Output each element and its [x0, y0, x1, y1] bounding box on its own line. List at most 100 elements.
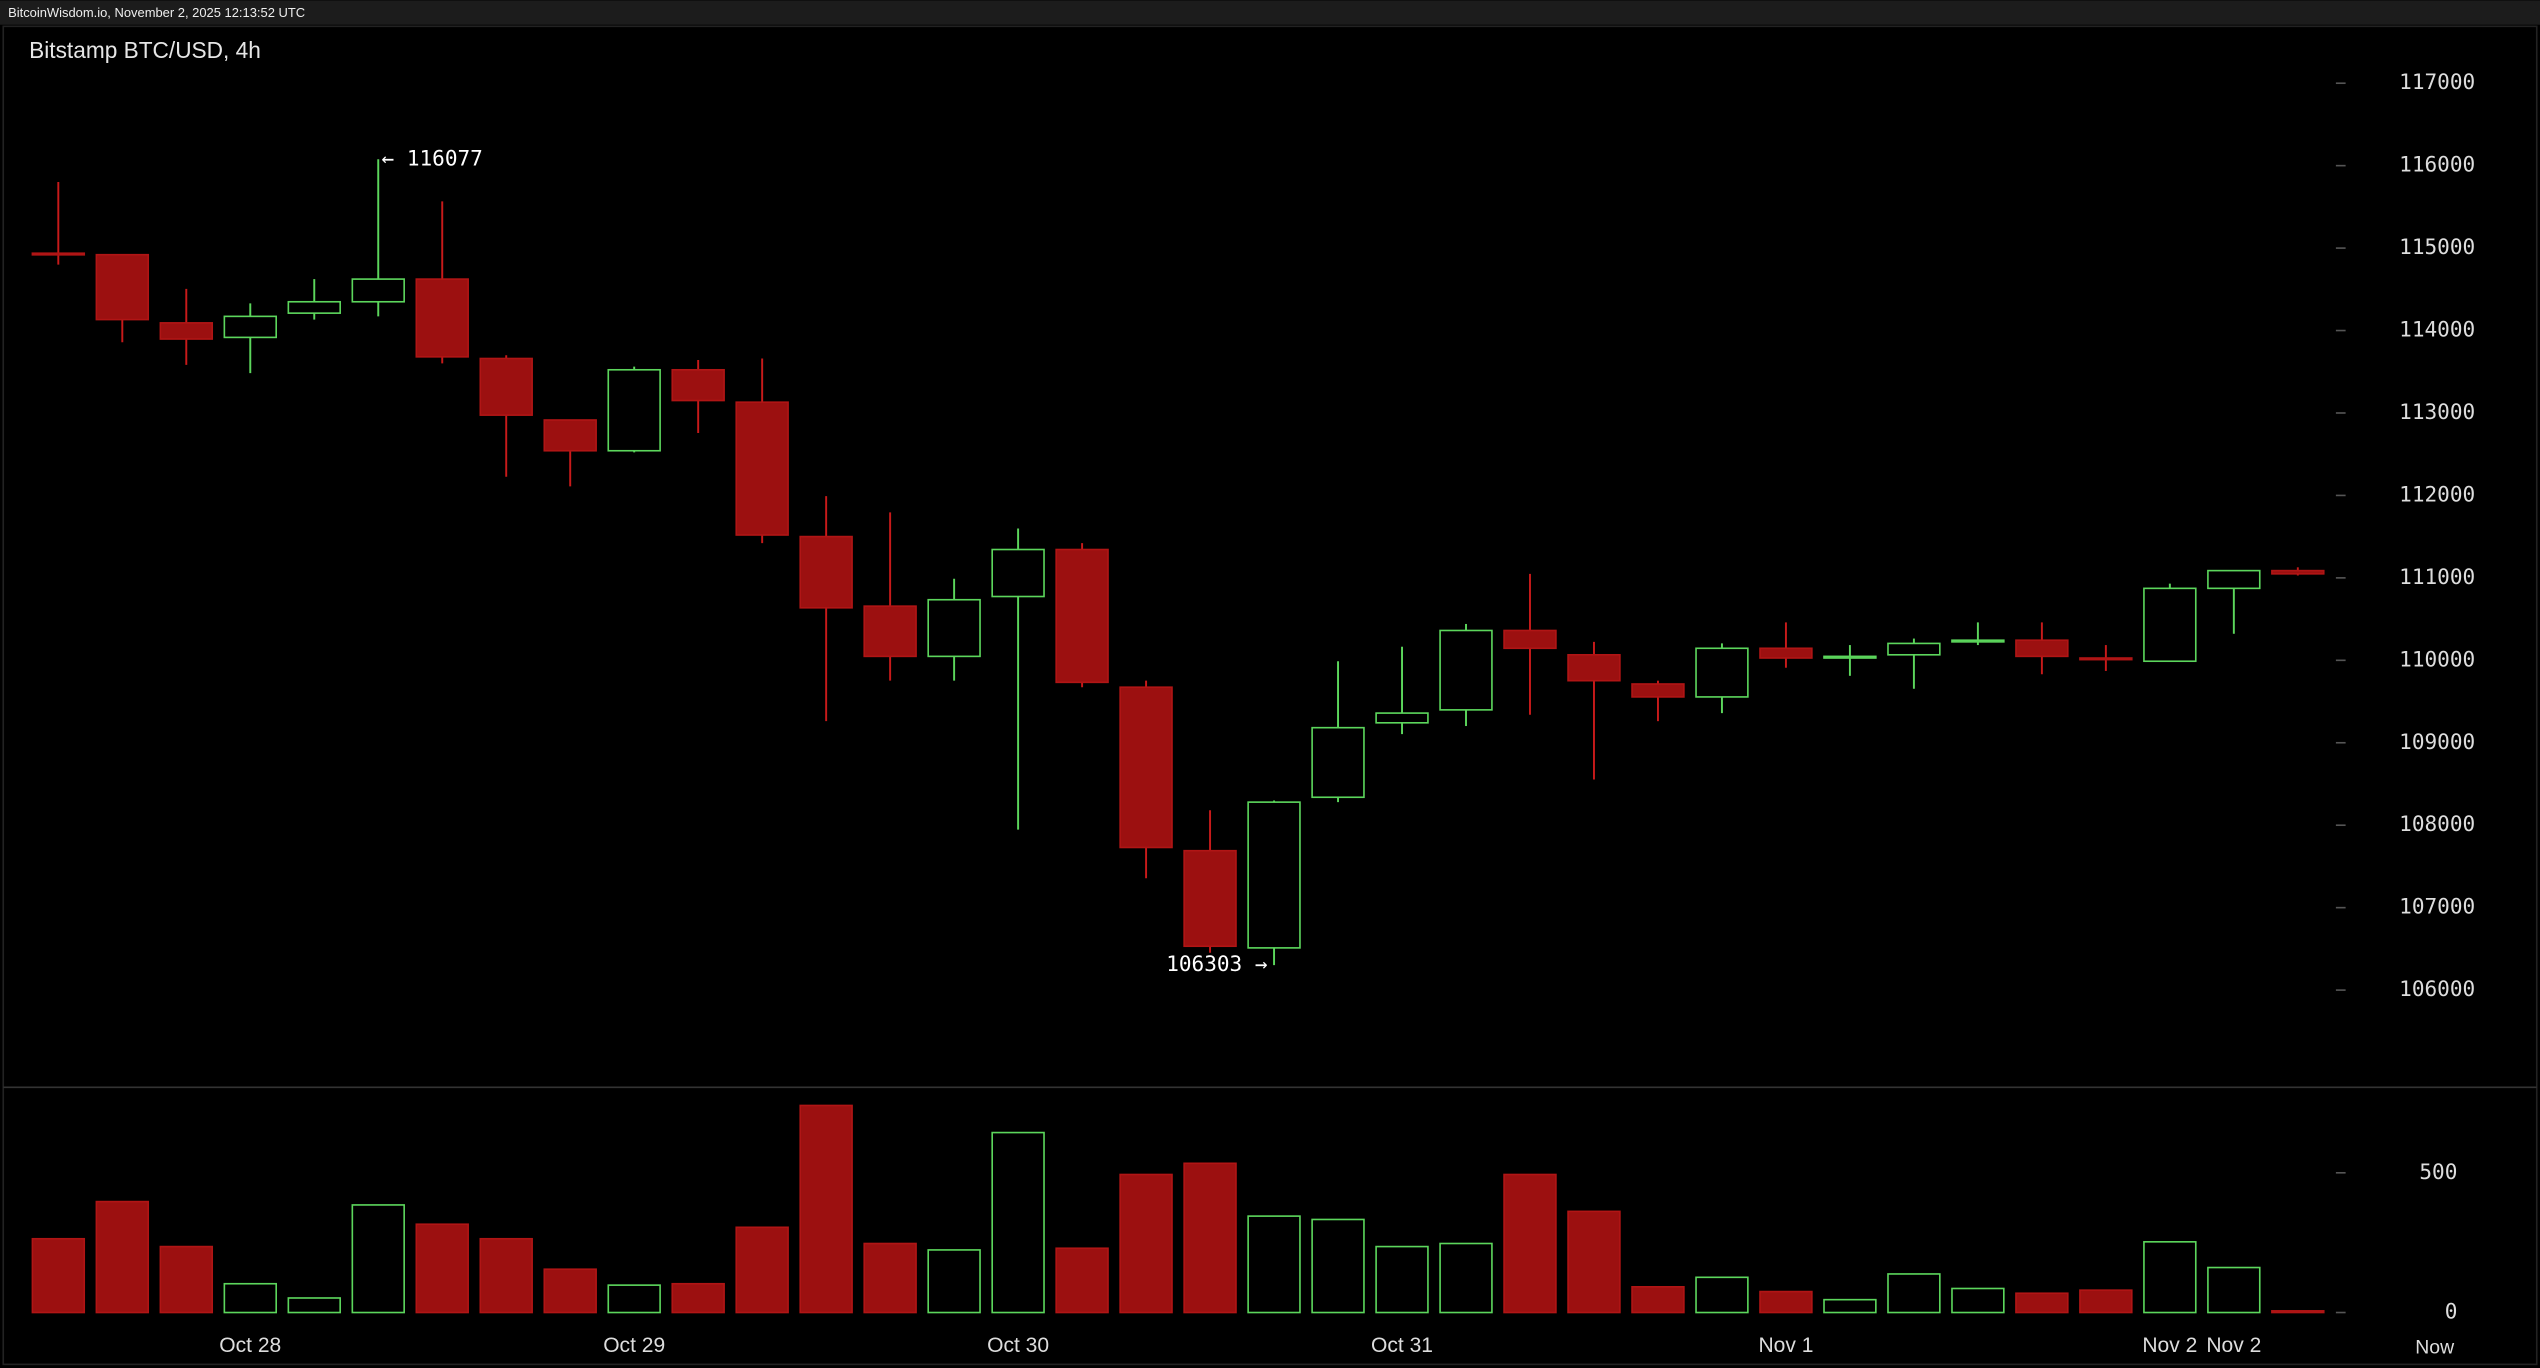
volume-bar: [607, 1284, 661, 1314]
candle-body: [95, 253, 150, 321]
candle-body: [1631, 683, 1685, 698]
candle-body: [415, 278, 469, 358]
volume-bar: [1439, 1242, 1493, 1314]
y-tick-label: 109000: [2399, 729, 2475, 754]
candle-body: [2015, 639, 2069, 658]
x-tick-label: Oct 31: [1371, 1334, 1433, 1357]
volume-bar: [799, 1104, 853, 1314]
candle-body: [863, 605, 917, 658]
candle-body: [671, 368, 725, 402]
candle-body: [1439, 629, 1493, 711]
y-tick-label: 116000: [2399, 152, 2475, 177]
volume-bar: [1055, 1247, 1109, 1314]
candle-body: [799, 535, 853, 609]
candle-body: [1887, 642, 1941, 656]
volume-bar: [1247, 1215, 1301, 1314]
volume-bar: [1951, 1287, 2005, 1314]
y-tick-label: 108000: [2399, 811, 2475, 836]
candle-body: [1119, 686, 1173, 849]
now-label: Now: [2415, 1336, 2455, 1358]
volume-bar: [31, 1237, 86, 1314]
candle-body: [159, 322, 214, 340]
candle-body: [1375, 712, 1429, 724]
candle-body: [1567, 653, 1621, 682]
volume-bar: [2143, 1241, 2197, 1314]
volume-bar: [543, 1268, 597, 1314]
volume-bar: [863, 1242, 917, 1314]
volume-bar: [159, 1245, 214, 1314]
candle-body: [1247, 801, 1301, 949]
candle-body: [479, 357, 533, 416]
candle-body: [1695, 647, 1749, 698]
volume-tick-label: 500: [2419, 1159, 2457, 1184]
x-tick-label: Oct 28: [219, 1334, 281, 1357]
x-tick-label: Nov 2: [2142, 1334, 2197, 1357]
panel-border: [2, 25, 2538, 1366]
y-tick-label: 107000: [2399, 894, 2475, 919]
volume-bar: [671, 1282, 725, 1314]
candle-body: [991, 548, 1045, 598]
y-tick-label: 112000: [2399, 481, 2475, 506]
y-tick-label: 114000: [2399, 317, 2475, 342]
candle-body: [1183, 849, 1237, 948]
volume-bar: [2015, 1292, 2069, 1314]
volume-bar: [479, 1237, 533, 1314]
candle-body: [927, 598, 981, 658]
x-tick-label: Oct 29: [603, 1334, 665, 1357]
volume-bar: [2271, 1310, 2325, 1314]
candle-body: [1503, 629, 1557, 650]
candle-body: [2207, 569, 2261, 590]
candle-body: [1311, 726, 1365, 799]
volume-bar: [1887, 1273, 1941, 1314]
volume-bar: [1567, 1210, 1621, 1314]
candle-body: [2079, 657, 2133, 661]
y-tick-label: 117000: [2399, 69, 2475, 94]
candle-body: [1951, 639, 2005, 643]
volume-bar: [95, 1200, 150, 1314]
candle-body: [351, 278, 405, 303]
volume-bar: [1823, 1298, 1877, 1314]
candle-body: [31, 252, 86, 256]
candle-body: [1823, 655, 1877, 659]
volume-tick-label: 0: [2445, 1299, 2458, 1324]
volume-bar: [351, 1204, 405, 1314]
y-tick-label: 115000: [2399, 234, 2475, 259]
candle-body: [1055, 548, 1109, 684]
volume-bar: [2079, 1289, 2133, 1314]
y-tick-label: 106000: [2399, 976, 2475, 1001]
volume-bar: [1311, 1218, 1365, 1314]
candle-body: [543, 419, 597, 452]
candle-body: [607, 368, 661, 452]
x-tick-label: Nov 1: [1758, 1334, 1813, 1357]
volume-bar: [1631, 1286, 1685, 1314]
candle-body: [1759, 647, 1813, 659]
y-tick-label: 110000: [2399, 646, 2475, 671]
candle-body: [2143, 587, 2197, 663]
volume-bar: [1759, 1290, 1813, 1314]
volume-bar: [1695, 1276, 1749, 1314]
candle-body: [287, 300, 341, 314]
annotation-high: ← 116077: [381, 145, 482, 170]
volume-bar: [1183, 1162, 1237, 1314]
y-tick-label: 111000: [2399, 564, 2475, 589]
x-tick-label: Oct 30: [987, 1334, 1049, 1357]
volume-bar: [927, 1249, 981, 1314]
annotation-low: 106303 →: [1166, 951, 1267, 976]
volume-bar: [1375, 1245, 1429, 1314]
volume-bar: [991, 1131, 1045, 1314]
chart-title: Bitstamp BTC/USD, 4h: [29, 37, 261, 63]
volume-bar: [1119, 1173, 1173, 1314]
volume-bar: [287, 1297, 341, 1314]
header-bar: [0, 0, 2540, 25]
volume-bar: [415, 1223, 469, 1314]
volume-bar: [223, 1282, 278, 1314]
volume-bar: [2207, 1266, 2261, 1314]
header: BitcoinWisdom.io, November 2, 2025 12:13…: [8, 5, 305, 20]
volume-bar: [1503, 1173, 1557, 1314]
candle-body: [735, 401, 789, 536]
y-tick-label: 113000: [2399, 399, 2475, 424]
candle-body: [223, 315, 278, 339]
